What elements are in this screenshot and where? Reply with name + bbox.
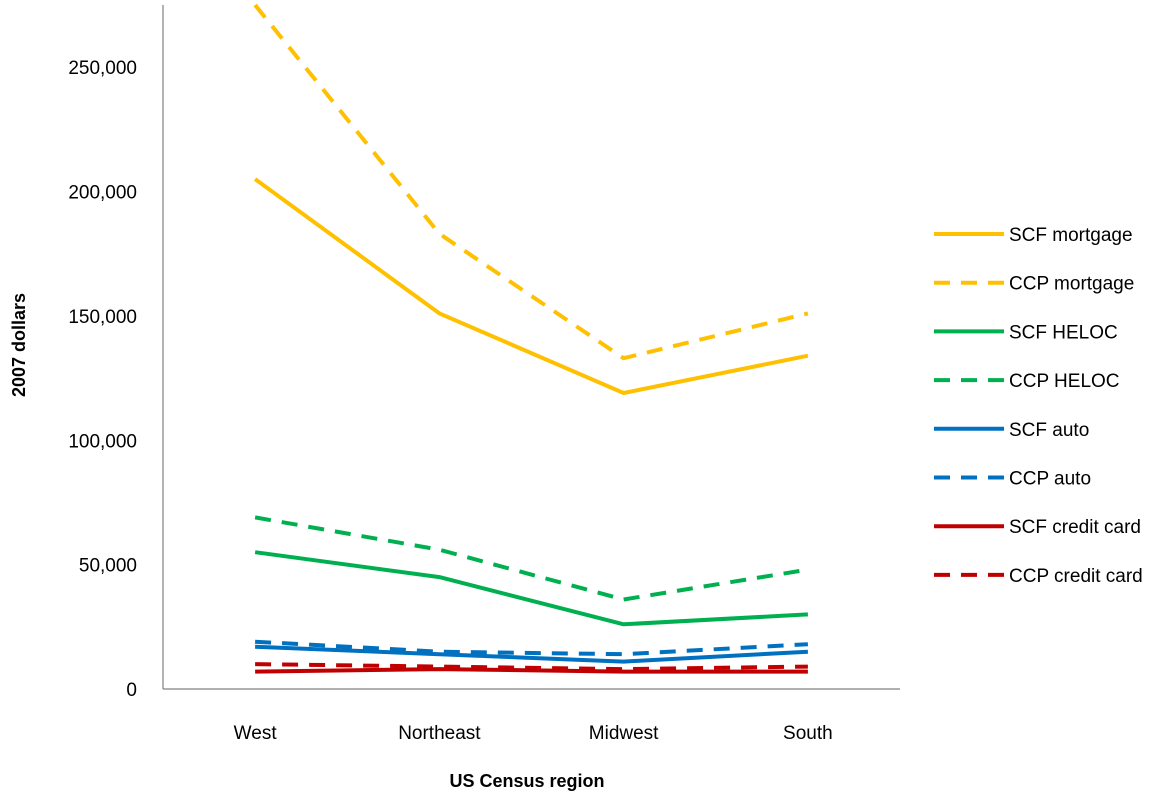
series-line-ccp-auto	[254, 639, 809, 657]
y-tick-labels: 0 50,000 100,000 150,000 200,000 250,000	[68, 58, 137, 701]
series-line-ccp-heloc	[254, 515, 809, 602]
series-line-scf-mortgage	[253, 177, 809, 395]
x-tick-label: West	[234, 723, 278, 744]
y-tick-label: 150,000	[68, 307, 137, 328]
legend-label: SCF HELOC	[1009, 322, 1118, 343]
series-line-scf-heloc	[254, 550, 809, 627]
legend-label: CCP mortgage	[1009, 274, 1134, 295]
x-tick-label: Midwest	[589, 723, 659, 744]
y-tick-label: 100,000	[68, 431, 137, 452]
x-tick-label: Northeast	[398, 723, 481, 744]
x-tick-label: South	[783, 723, 833, 744]
series-line-scf-credit-card	[255, 667, 808, 674]
y-tick-label: 0	[126, 680, 137, 701]
series-line-ccp-mortgage	[253, 3, 809, 361]
legend-label: SCF auto	[1009, 420, 1089, 441]
y-axis-title: 2007 dollars	[9, 293, 29, 397]
y-tick-label: 50,000	[79, 556, 137, 577]
series-line-scf-auto	[255, 644, 809, 664]
legend: SCF mortgage CCP mortgage SCF HELOC CCP HEL…	[934, 225, 1143, 587]
y-tick-label: 200,000	[68, 183, 137, 204]
legend-label: SCF mortgage	[1009, 225, 1133, 246]
x-tick-labels: West Northeast Midwest South	[234, 723, 833, 744]
legend-label: CCP HELOC	[1009, 371, 1120, 392]
legend-label: SCF credit card	[1009, 517, 1141, 538]
x-axis-title: US Census region	[449, 771, 604, 791]
series-lines	[253, 3, 809, 674]
y-tick-label: 250,000	[68, 58, 137, 79]
legend-label: CCP credit card	[1009, 566, 1143, 587]
series-line-ccp-credit-card	[255, 662, 808, 672]
legend-label: CCP auto	[1009, 469, 1091, 490]
